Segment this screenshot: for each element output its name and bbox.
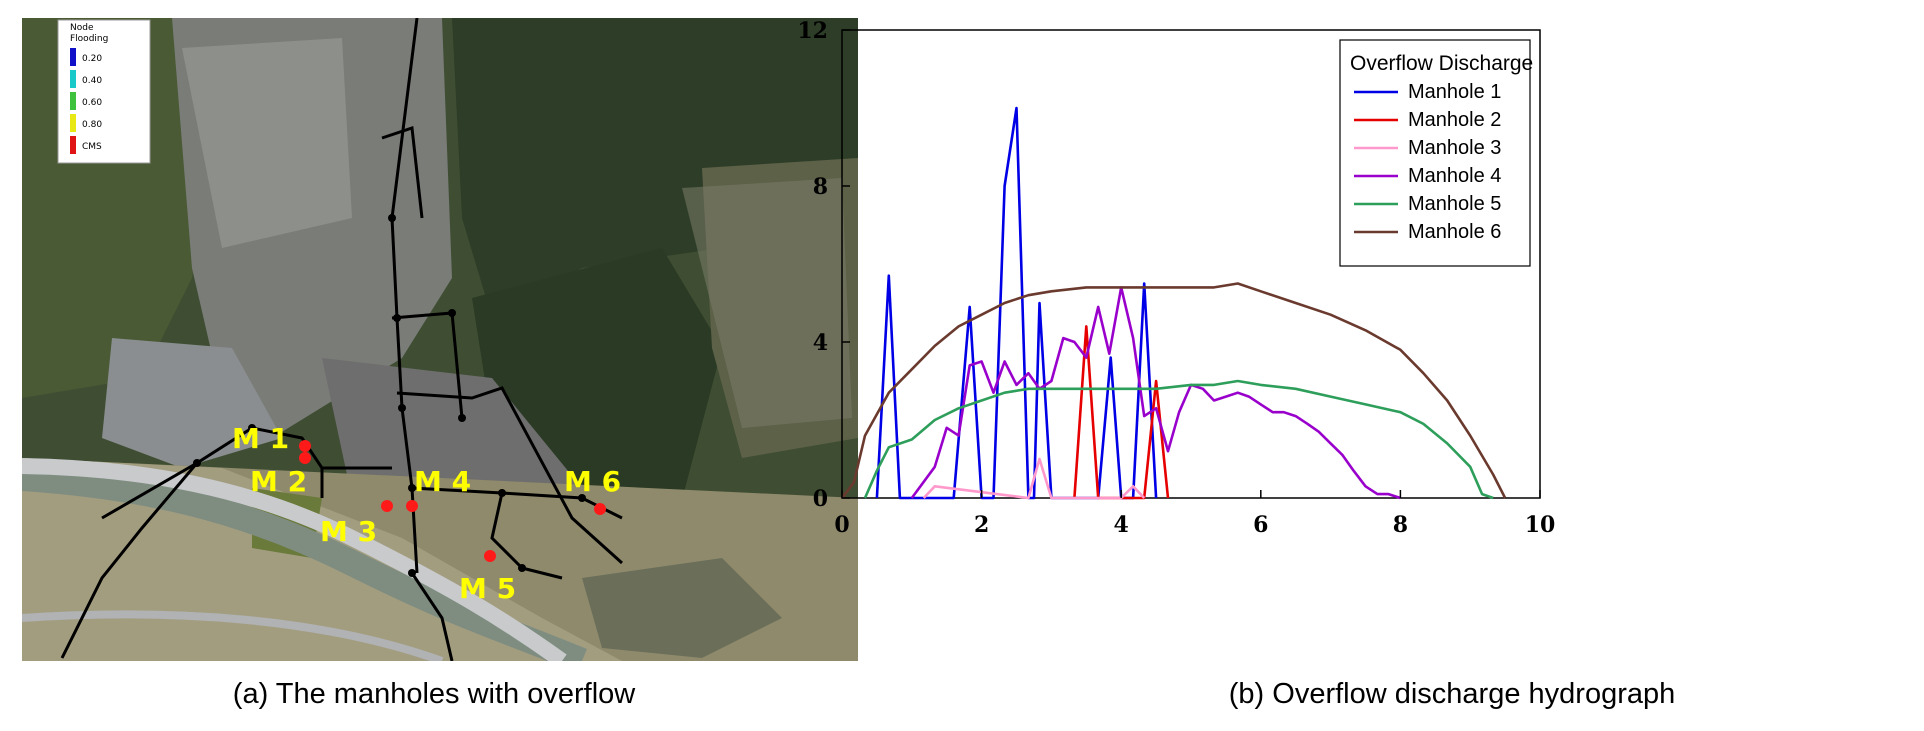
plot-area-border (841, 29, 1541, 499)
manhole-4-label: M 4 (414, 465, 471, 498)
map-legend-items: 0.20 0.40 0.60 0.80 CMS (70, 48, 102, 154)
map-legend-label-1: 0.40 (82, 76, 102, 86)
map-legend: Node Flooding 0.20 0.40 0.60 0.80 CMS (57, 19, 151, 164)
x-tick-label-3: 6 (1253, 512, 1268, 538)
series-line-manhole-6 (840, 282, 1507, 499)
plot-frame (841, 29, 1541, 499)
manhole-1-label: M 1 (232, 422, 289, 455)
manhole-5-marker (484, 550, 496, 562)
map-legend-swatch-2 (70, 92, 76, 110)
x-tick-label-5: 10 (1525, 512, 1556, 538)
y-tick-label-2: 8 (813, 174, 828, 200)
map-panel: M 1 M 2 M 3 M 4 M 5 M 6 Node Flooding 0.… (22, 18, 858, 661)
residential-west (102, 338, 282, 468)
series-line-manhole-3 (922, 457, 1146, 500)
legend-label-manhole-3: Manhole 3 (1408, 137, 1501, 159)
y-tick-label-3: 12 (797, 18, 828, 44)
map-legend-swatch-1 (70, 70, 76, 88)
x-tick-label-4: 8 (1393, 512, 1408, 538)
manhole-2-marker (299, 452, 311, 464)
forest-north (452, 18, 858, 318)
manhole-4-marker (406, 500, 418, 512)
legend-label-manhole-2: Manhole 2 (1408, 109, 1501, 131)
map-legend-label-2: 0.60 (82, 98, 102, 108)
legend-label-manhole-5: Manhole 5 (1408, 193, 1501, 215)
sewer-network (60, 18, 624, 661)
manhole-3-marker (381, 500, 393, 512)
manhole-2-label: M 2 (250, 465, 307, 498)
legend-label-manhole-6: Manhole 6 (1408, 221, 1501, 243)
map-legend-label-3: 0.80 (82, 120, 102, 130)
chart-panel: 0 2 4 6 8 10 0 4 8 12 Overflow Discharge Manhole … (790, 18, 1570, 668)
map-legend-title-1: Node (70, 23, 94, 33)
chart-legend-title: Overflow Discharge (1350, 52, 1533, 75)
map-legend-label-0: 0.20 (82, 54, 102, 64)
manhole-5-label: M 5 (459, 572, 516, 605)
apartment-blocks (182, 38, 352, 248)
x-tick-label-2: 4 (1114, 512, 1129, 538)
map-caption: (a) The manholes with overflow (232, 678, 636, 710)
map-legend-swatch-4 (70, 136, 76, 154)
x-tick-label-1: 2 (974, 512, 989, 538)
legend-label-manhole-4: Manhole 4 (1408, 165, 1501, 187)
hydrograph-chart: 0 2 4 6 8 10 0 4 8 12 Overflow Discharge Manhole … (797, 18, 1555, 538)
terraced-houses (682, 178, 852, 428)
satellite-map: M 1 M 2 M 3 M 4 M 5 M 6 Node Flooding 0.… (22, 18, 858, 661)
manhole-6-label: M 6 (564, 465, 621, 498)
series-line-manhole-4 (910, 286, 1401, 500)
map-legend-swatch-0 (70, 48, 76, 66)
y-tick-label-0: 0 (813, 486, 828, 512)
x-tick-label-0: 0 (834, 512, 849, 538)
manhole-3-label: M 3 (320, 515, 377, 548)
chart-legend: Overflow Discharge Manhole 1 Manhole 2 Man… (1339, 39, 1533, 267)
manhole-1-marker (299, 440, 311, 452)
chart-legend-box (1339, 39, 1531, 267)
map-legend-swatch-3 (70, 114, 76, 132)
manhole-6-marker (594, 503, 606, 515)
map-legend-title-2: Flooding (70, 34, 108, 44)
hill-south (582, 558, 782, 658)
series-line-manhole-5 (863, 379, 1494, 500)
y-tick-label-1: 4 (813, 330, 828, 356)
legend-label-manhole-1: Manhole 1 (1408, 81, 1501, 103)
chart-caption: (b) Overflow discharge hydrograph (1228, 678, 1676, 710)
map-legend-label-4: CMS (82, 142, 102, 152)
expressway (22, 458, 567, 661)
series-line-manhole-1 (875, 106, 1158, 500)
sewer-nodes (193, 214, 586, 577)
ticks-layer: 0 2 4 6 8 10 0 4 8 12 (797, 18, 1555, 538)
